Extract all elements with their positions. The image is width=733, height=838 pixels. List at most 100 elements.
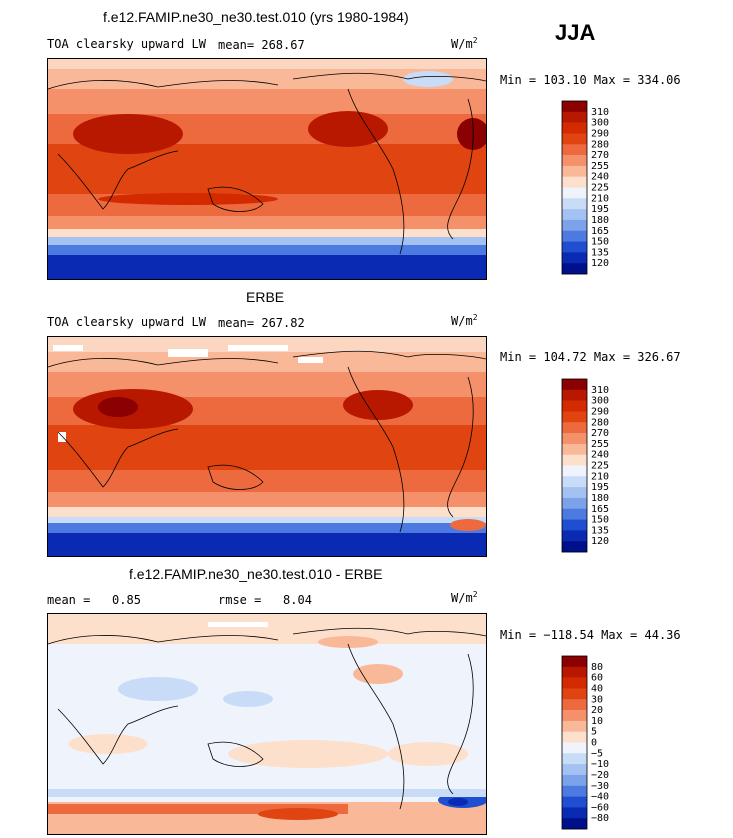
- colorbar-swatch: [562, 433, 587, 445]
- colorbar-swatch: [562, 519, 587, 531]
- colorbar-swatch: [562, 497, 587, 510]
- colorbar-swatch: [562, 198, 587, 210]
- panel-2-mean-value: 267.82: [261, 316, 305, 330]
- colorbar-swatch: [562, 785, 587, 797]
- colorbar-tick-label: 280: [591, 417, 609, 428]
- colorbar-swatch: [562, 454, 587, 466]
- panel-3-rmse-value: 8.04: [283, 593, 312, 607]
- panel-3-map: [47, 613, 487, 835]
- colorbar-swatch: [562, 710, 587, 722]
- colorbar-tick-label: 60: [591, 673, 603, 684]
- colorbar-swatch: [562, 796, 587, 808]
- colorbar-tick-label: 240: [591, 450, 609, 461]
- colorbar-tick-label: −5: [591, 748, 603, 759]
- panel-1-colorbar: 310 300 290 280 270 255 240 225 210 195 180 165 150 1…: [561, 100, 632, 275]
- colorbar-tick-label: 280: [591, 139, 609, 150]
- panel-1-title: f.e12.FAMIP.ne30_ne30.test.010 (yrs 1980…: [103, 9, 409, 25]
- panel-3-title: f.e12.FAMIP.ne30_ne30.test.010 - ERBE: [129, 566, 383, 582]
- panel-3-mean-label: mean =: [47, 593, 91, 607]
- colorbar-tick-label: 240: [591, 172, 609, 183]
- panel-2-title: ERBE: [246, 289, 285, 305]
- panel-2-minmax: Min = 104.72 Max = 326.67: [500, 350, 681, 364]
- panel-1-mean-value: 268.67: [261, 38, 305, 52]
- colorbar-swatch: [562, 155, 587, 167]
- panel-3-map-plot: [48, 614, 486, 834]
- panel-3-mean: mean = 0.85: [47, 593, 141, 607]
- colorbar-tick-label: 30: [591, 694, 603, 705]
- colorbar-swatch: [562, 165, 587, 177]
- panel-2-map: [47, 336, 487, 557]
- panel-3-colorbar: 80 60 40 30 20 10 5 0 −5 −10 −20 −30 −40 −60 −80: [561, 655, 632, 830]
- colorbar-swatch: [562, 133, 587, 145]
- colorbar-swatch: [562, 487, 587, 499]
- colorbar-swatch: [562, 774, 587, 787]
- panel-2-units-exp: 2: [472, 313, 478, 322]
- colorbar-tick-label: 150: [591, 237, 609, 248]
- panel-1-map-plot: [48, 59, 486, 279]
- colorbar-tick-label: 165: [591, 226, 609, 237]
- panel-2-units: W/m2: [451, 313, 478, 328]
- panel-3-mean-value: 0.85: [112, 593, 141, 607]
- panel-1-mean-label: mean=: [218, 38, 255, 52]
- colorbar-swatch: [562, 209, 587, 221]
- season-label: JJA: [555, 20, 596, 45]
- colorbar-swatch: [562, 379, 587, 391]
- colorbar-tick-label: 195: [591, 482, 609, 493]
- colorbar-tick-label: 180: [591, 493, 609, 504]
- colorbar-tick-label: −60: [591, 802, 609, 813]
- colorbar-swatch: [562, 541, 587, 553]
- colorbar-swatch: [562, 263, 587, 275]
- colorbar-tick-label: 290: [591, 406, 609, 417]
- panel-3-minmax: Min = −118.54 Max = 44.36: [500, 628, 681, 642]
- panel-2-colorbar: 310 300 290 280 270 255 240 225 210 195 180 165 150 1…: [561, 378, 632, 553]
- colorbar-swatch: [562, 508, 587, 520]
- colorbar-swatch: [562, 176, 587, 188]
- panel-3-units: W/m2: [451, 590, 478, 605]
- panel-2-variable: TOA clearsky upward LW: [47, 315, 206, 329]
- colorbar-swatch: [562, 400, 587, 412]
- colorbar-swatch: [562, 530, 587, 542]
- colorbar-tick-label: 225: [591, 461, 609, 472]
- colorbar-tick-label: 300: [591, 396, 609, 407]
- colorbar-swatch: [562, 241, 587, 253]
- panel-1-units: W/m2: [451, 36, 478, 51]
- colorbar-tick-label: 20: [591, 705, 603, 716]
- colorbar-tick-label: 120: [591, 536, 609, 547]
- panel-2-map-plot: [48, 337, 486, 556]
- colorbar-tick-label: −20: [591, 770, 609, 781]
- panel-3-rmse-label: rmse =: [218, 593, 262, 607]
- colorbar-swatch: [562, 411, 587, 423]
- colorbar-swatch: [562, 807, 587, 819]
- panel-1-colorbar-svg: 3103002902802702552402252101951801651501…: [561, 100, 609, 275]
- colorbar-tick-label: −10: [591, 759, 609, 770]
- colorbar-swatch: [562, 818, 587, 830]
- colorbar-tick-label: 290: [591, 128, 609, 139]
- colorbar-swatch: [562, 476, 587, 488]
- colorbar-tick-label: 210: [591, 193, 609, 204]
- colorbar-swatch: [562, 252, 587, 264]
- colorbar-swatch: [562, 656, 587, 668]
- colorbar-tick-label: 300: [591, 118, 609, 129]
- colorbar-border: [561, 378, 588, 553]
- colorbar-swatch: [562, 230, 587, 242]
- colorbar-tick-label: 310: [591, 385, 609, 396]
- panel-3-rmse: rmse = 8.04: [218, 593, 312, 607]
- colorbar-tick-label: 120: [591, 258, 609, 269]
- colorbar-swatch: [562, 101, 587, 113]
- colorbar-tick-label: 10: [591, 716, 603, 727]
- panel-1-units-exp: 2: [472, 36, 478, 45]
- colorbar-tick-label: 150: [591, 515, 609, 526]
- colorbar-swatch: [562, 219, 587, 232]
- colorbar-tick-label: 210: [591, 471, 609, 482]
- colorbar-tick-label: 310: [591, 107, 609, 118]
- colorbar-swatch: [562, 742, 587, 754]
- panel-1-mean: mean= 268.67: [218, 38, 305, 52]
- colorbar-swatch: [562, 144, 587, 156]
- colorbar-swatch: [562, 111, 587, 123]
- colorbar-swatch: [562, 422, 587, 434]
- colorbar-border: [561, 100, 588, 275]
- colorbar-swatch: [562, 699, 587, 711]
- colorbar-tick-label: 225: [591, 183, 609, 194]
- colorbar-swatch: [562, 443, 587, 455]
